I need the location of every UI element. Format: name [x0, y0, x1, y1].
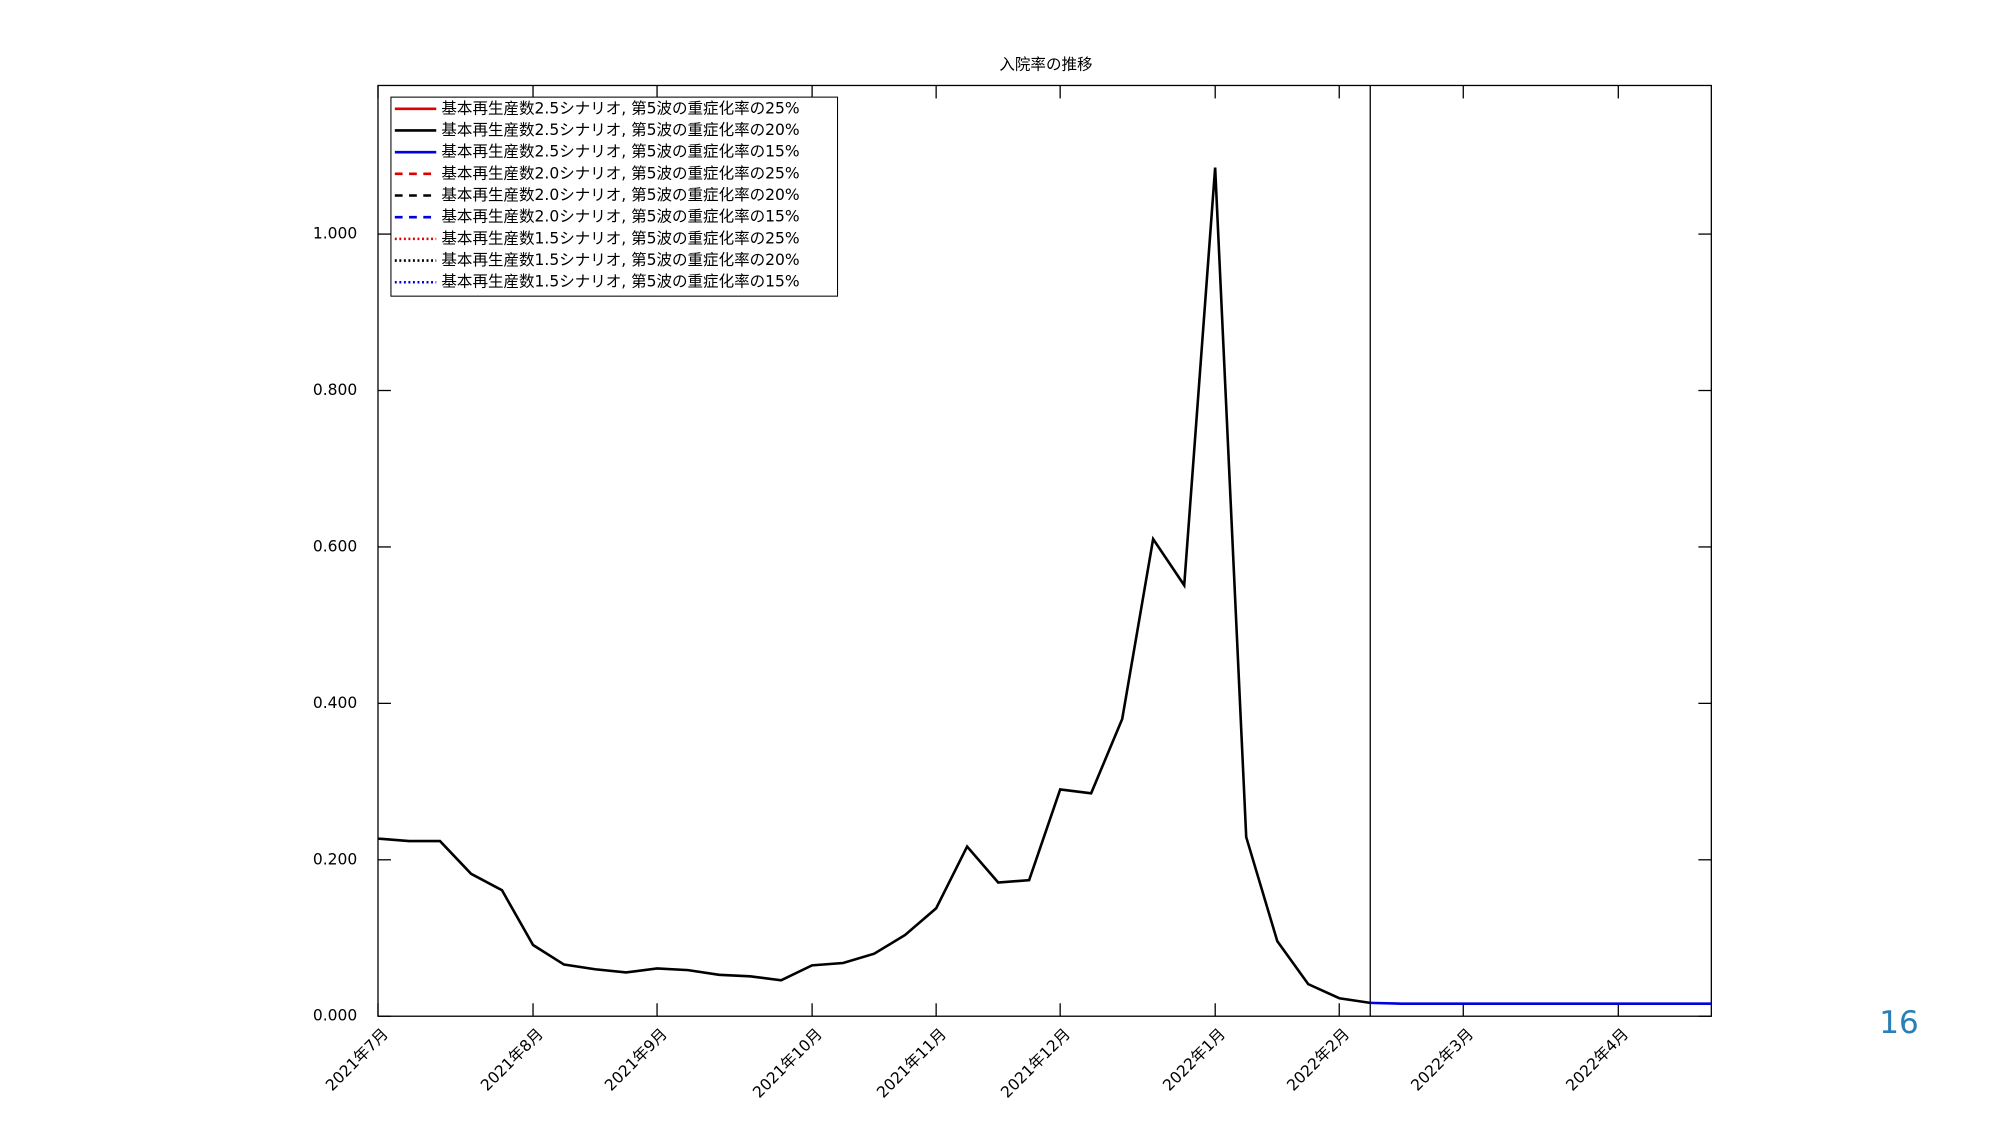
legend-label: 基本再生産数1.5シナリオ, 第5波の重症化率の20% — [441, 251, 799, 269]
legend-label: 基本再生産数2.0シナリオ, 第5波の重症化率の15% — [441, 208, 799, 226]
legend-label: 基本再生産数2.5シナリオ, 第5波の重症化率の15% — [441, 143, 799, 161]
legend-label: 基本再生産数1.5シナリオ, 第5波の重症化率の25% — [441, 229, 799, 247]
y-tick-label: 0.000 — [313, 1007, 357, 1025]
plot-frame — [377, 84, 1712, 1017]
x-tick-label: 2022年1月 — [1159, 1025, 1229, 1095]
legend-label: 基本再生産数1.5シナリオ, 第5波の重症化率の15% — [441, 273, 799, 291]
x-tick-label: 2022年2月 — [1283, 1025, 1353, 1095]
page-number: 16 — [1879, 1005, 1919, 1041]
legend-label: 基本再生産数2.5シナリオ, 第5波の重症化率の25% — [441, 99, 799, 117]
series-line — [377, 167, 1371, 1005]
x-tick-label: 2021年8月 — [477, 1025, 547, 1095]
x-tick-label: 2021年11月 — [873, 1025, 950, 1102]
legend-label: 基本再生産数2.0シナリオ, 第5波の重症化率の20% — [441, 186, 799, 204]
legend-label: 基本再生産数2.5シナリオ, 第5波の重症化率の20% — [441, 121, 799, 139]
x-tick-label: 2021年10月 — [749, 1025, 826, 1102]
legend-label: 基本再生産数2.0シナリオ, 第5波の重症化率の25% — [441, 164, 799, 182]
x-tick-label: 2022年3月 — [1407, 1025, 1477, 1095]
y-tick-label: 0.200 — [313, 850, 357, 868]
chart-title: 入院率の推移 — [999, 54, 1092, 73]
x-tick-label: 2021年9月 — [601, 1025, 671, 1095]
x-tick-label: 2021年12月 — [997, 1025, 1074, 1102]
x-tick-label: 2021年7月 — [322, 1025, 392, 1095]
y-tick-label: 1.000 — [313, 225, 357, 243]
series-line — [1370, 1001, 1712, 1005]
y-tick-label: 0.600 — [313, 537, 357, 555]
legend-box — [390, 96, 839, 297]
y-tick-label: 0.400 — [313, 694, 357, 712]
x-tick-label: 2022年4月 — [1563, 1025, 1633, 1095]
y-tick-label: 0.800 — [313, 381, 357, 399]
